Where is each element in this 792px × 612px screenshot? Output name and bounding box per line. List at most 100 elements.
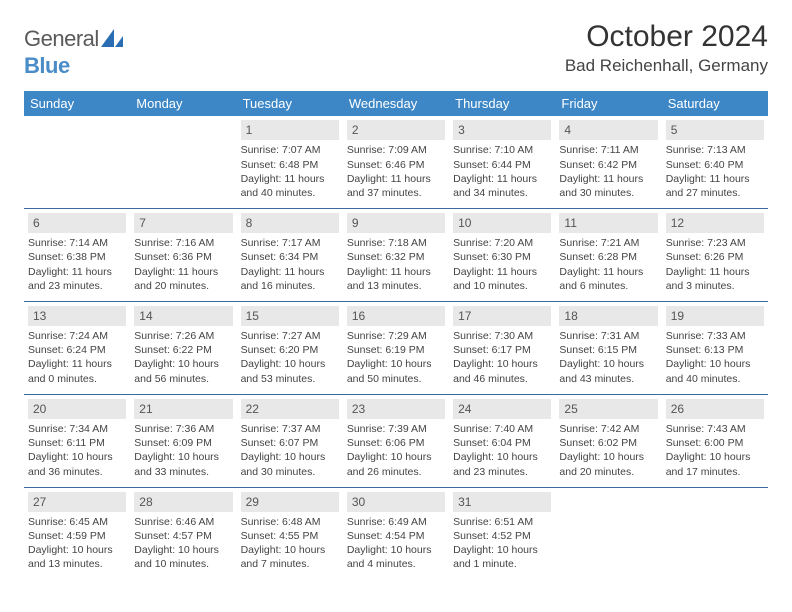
daylight-text: Daylight: 10 hours bbox=[453, 450, 551, 464]
daylight-text: and 30 minutes. bbox=[559, 186, 657, 200]
day-header: Saturday bbox=[662, 91, 768, 116]
calendar-cell: 8Sunrise: 7:17 AMSunset: 6:34 PMDaylight… bbox=[237, 209, 343, 302]
sunset-text: Sunset: 4:55 PM bbox=[241, 529, 339, 543]
calendar-cell: 16Sunrise: 7:29 AMSunset: 6:19 PMDayligh… bbox=[343, 301, 449, 394]
daylight-text: and 53 minutes. bbox=[241, 372, 339, 386]
calendar-cell: 2Sunrise: 7:09 AMSunset: 6:46 PMDaylight… bbox=[343, 116, 449, 208]
brand-logo: GeneralBlue bbox=[24, 26, 123, 79]
day-number: 25 bbox=[559, 399, 657, 419]
calendar-cell: 10Sunrise: 7:20 AMSunset: 6:30 PMDayligh… bbox=[449, 209, 555, 302]
day-number: 21 bbox=[134, 399, 232, 419]
daylight-text: Daylight: 10 hours bbox=[241, 357, 339, 371]
sunrise-text: Sunrise: 7:40 AM bbox=[453, 422, 551, 436]
daylight-text: Daylight: 11 hours bbox=[241, 265, 339, 279]
sunrise-text: Sunrise: 7:34 AM bbox=[28, 422, 126, 436]
day-number: 9 bbox=[347, 213, 445, 233]
daylight-text: and 23 minutes. bbox=[28, 279, 126, 293]
day-number: 26 bbox=[666, 399, 764, 419]
calendar-cell: 29Sunrise: 6:48 AMSunset: 4:55 PMDayligh… bbox=[237, 487, 343, 579]
sunset-text: Sunset: 4:52 PM bbox=[453, 529, 551, 543]
calendar-cell: 22Sunrise: 7:37 AMSunset: 6:07 PMDayligh… bbox=[237, 394, 343, 487]
sunset-text: Sunset: 6:48 PM bbox=[241, 158, 339, 172]
daylight-text: and 23 minutes. bbox=[453, 465, 551, 479]
day-number: 2 bbox=[347, 120, 445, 140]
daylight-text: Daylight: 10 hours bbox=[241, 450, 339, 464]
daylight-text: and 36 minutes. bbox=[28, 465, 126, 479]
calendar-cell: 23Sunrise: 7:39 AMSunset: 6:06 PMDayligh… bbox=[343, 394, 449, 487]
sunset-text: Sunset: 6:22 PM bbox=[134, 343, 232, 357]
day-number: 12 bbox=[666, 213, 764, 233]
daylight-text: and 3 minutes. bbox=[666, 279, 764, 293]
sunset-text: Sunset: 6:26 PM bbox=[666, 250, 764, 264]
sunset-text: Sunset: 6:00 PM bbox=[666, 436, 764, 450]
calendar-cell: 12Sunrise: 7:23 AMSunset: 6:26 PMDayligh… bbox=[662, 209, 768, 302]
sunset-text: Sunset: 6:30 PM bbox=[453, 250, 551, 264]
day-number: 28 bbox=[134, 492, 232, 512]
calendar-cell: 26Sunrise: 7:43 AMSunset: 6:00 PMDayligh… bbox=[662, 394, 768, 487]
daylight-text: and 30 minutes. bbox=[241, 465, 339, 479]
calendar-cell: 20Sunrise: 7:34 AMSunset: 6:11 PMDayligh… bbox=[24, 394, 130, 487]
sunset-text: Sunset: 6:17 PM bbox=[453, 343, 551, 357]
sunrise-text: Sunrise: 7:42 AM bbox=[559, 422, 657, 436]
daylight-text: and 20 minutes. bbox=[134, 279, 232, 293]
sunrise-text: Sunrise: 6:51 AM bbox=[453, 515, 551, 529]
calendar-table: SundayMondayTuesdayWednesdayThursdayFrid… bbox=[24, 91, 768, 579]
daylight-text: Daylight: 11 hours bbox=[559, 265, 657, 279]
calendar-cell bbox=[662, 487, 768, 579]
daylight-text: and 43 minutes. bbox=[559, 372, 657, 386]
day-header: Sunday bbox=[24, 91, 130, 116]
sunrise-text: Sunrise: 7:31 AM bbox=[559, 329, 657, 343]
daylight-text: Daylight: 11 hours bbox=[453, 172, 551, 186]
daylight-text: and 13 minutes. bbox=[347, 279, 445, 293]
daylight-text: and 56 minutes. bbox=[134, 372, 232, 386]
calendar-cell: 25Sunrise: 7:42 AMSunset: 6:02 PMDayligh… bbox=[555, 394, 661, 487]
daylight-text: Daylight: 10 hours bbox=[134, 543, 232, 557]
calendar-header-row: SundayMondayTuesdayWednesdayThursdayFrid… bbox=[24, 91, 768, 116]
sunrise-text: Sunrise: 7:21 AM bbox=[559, 236, 657, 250]
sunset-text: Sunset: 6:07 PM bbox=[241, 436, 339, 450]
calendar-cell: 11Sunrise: 7:21 AMSunset: 6:28 PMDayligh… bbox=[555, 209, 661, 302]
calendar-cell: 17Sunrise: 7:30 AMSunset: 6:17 PMDayligh… bbox=[449, 301, 555, 394]
calendar-week-row: 1Sunrise: 7:07 AMSunset: 6:48 PMDaylight… bbox=[24, 116, 768, 208]
calendar-cell bbox=[555, 487, 661, 579]
day-number: 8 bbox=[241, 213, 339, 233]
sunset-text: Sunset: 4:54 PM bbox=[347, 529, 445, 543]
calendar-week-row: 20Sunrise: 7:34 AMSunset: 6:11 PMDayligh… bbox=[24, 394, 768, 487]
sunrise-text: Sunrise: 7:30 AM bbox=[453, 329, 551, 343]
daylight-text: Daylight: 10 hours bbox=[28, 543, 126, 557]
daylight-text: Daylight: 11 hours bbox=[666, 172, 764, 186]
calendar-cell: 14Sunrise: 7:26 AMSunset: 6:22 PMDayligh… bbox=[130, 301, 236, 394]
sail-icon bbox=[101, 27, 123, 53]
daylight-text: and 16 minutes. bbox=[241, 279, 339, 293]
daylight-text: and 46 minutes. bbox=[453, 372, 551, 386]
sunset-text: Sunset: 6:32 PM bbox=[347, 250, 445, 264]
day-number: 27 bbox=[28, 492, 126, 512]
month-title: October 2024 bbox=[565, 20, 768, 54]
day-header: Friday bbox=[555, 91, 661, 116]
sunset-text: Sunset: 6:15 PM bbox=[559, 343, 657, 357]
daylight-text: and 33 minutes. bbox=[134, 465, 232, 479]
day-number: 20 bbox=[28, 399, 126, 419]
sunset-text: Sunset: 4:57 PM bbox=[134, 529, 232, 543]
day-number: 7 bbox=[134, 213, 232, 233]
day-number: 10 bbox=[453, 213, 551, 233]
daylight-text: Daylight: 10 hours bbox=[666, 357, 764, 371]
title-block: October 2024 Bad Reichenhall, Germany bbox=[565, 20, 768, 76]
calendar-cell: 30Sunrise: 6:49 AMSunset: 4:54 PMDayligh… bbox=[343, 487, 449, 579]
daylight-text: Daylight: 11 hours bbox=[28, 357, 126, 371]
daylight-text: Daylight: 11 hours bbox=[241, 172, 339, 186]
calendar-cell: 27Sunrise: 6:45 AMSunset: 4:59 PMDayligh… bbox=[24, 487, 130, 579]
sunrise-text: Sunrise: 7:13 AM bbox=[666, 143, 764, 157]
calendar-cell: 7Sunrise: 7:16 AMSunset: 6:36 PMDaylight… bbox=[130, 209, 236, 302]
calendar-cell: 19Sunrise: 7:33 AMSunset: 6:13 PMDayligh… bbox=[662, 301, 768, 394]
calendar-cell: 31Sunrise: 6:51 AMSunset: 4:52 PMDayligh… bbox=[449, 487, 555, 579]
sunset-text: Sunset: 6:38 PM bbox=[28, 250, 126, 264]
sunset-text: Sunset: 6:02 PM bbox=[559, 436, 657, 450]
daylight-text: and 10 minutes. bbox=[453, 279, 551, 293]
day-number: 14 bbox=[134, 306, 232, 326]
sunrise-text: Sunrise: 7:16 AM bbox=[134, 236, 232, 250]
sunrise-text: Sunrise: 6:46 AM bbox=[134, 515, 232, 529]
daylight-text: Daylight: 10 hours bbox=[134, 450, 232, 464]
sunrise-text: Sunrise: 7:07 AM bbox=[241, 143, 339, 157]
daylight-text: and 34 minutes. bbox=[453, 186, 551, 200]
